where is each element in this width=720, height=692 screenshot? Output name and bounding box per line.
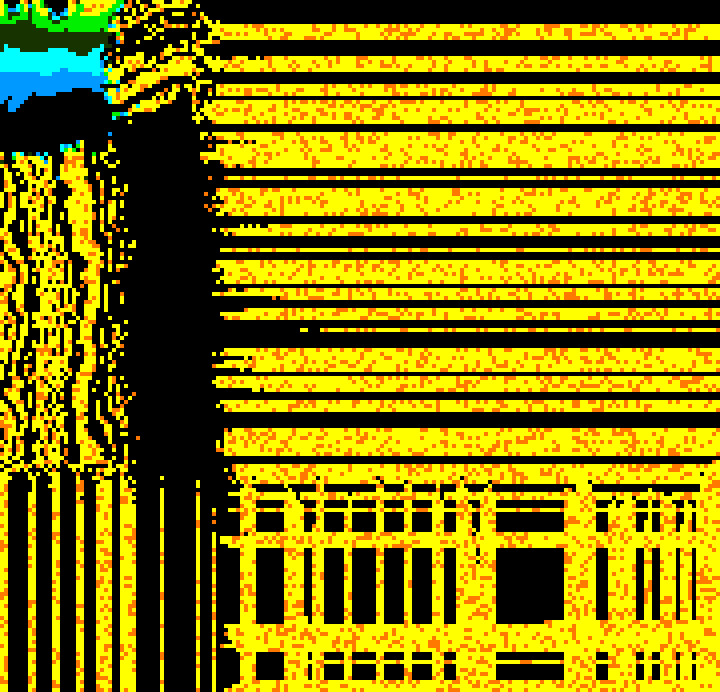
raster-canvas[interactable] [0,0,720,692]
classified-raster-map[interactable] [0,0,720,692]
